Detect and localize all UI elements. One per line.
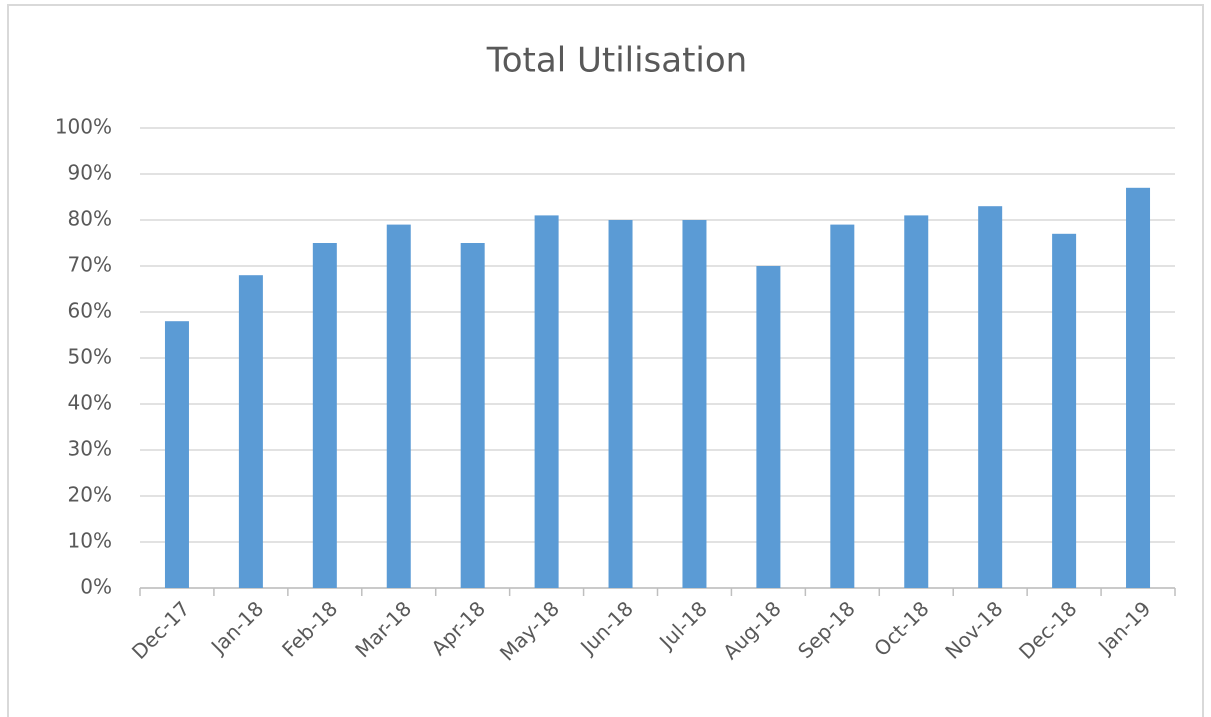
bar xyxy=(904,215,929,588)
y-tick-label: 0% xyxy=(80,575,112,599)
bar xyxy=(756,266,781,588)
bar xyxy=(682,220,707,588)
y-tick-label: 50% xyxy=(68,345,112,369)
y-tick-label: 10% xyxy=(68,529,112,553)
chart-title: Total Utilisation xyxy=(486,41,747,81)
bar xyxy=(312,243,337,588)
y-tick-label: 40% xyxy=(68,391,112,415)
y-tick-label: 20% xyxy=(68,483,112,507)
bar xyxy=(830,224,855,588)
y-tick-label: 70% xyxy=(68,253,112,277)
bar xyxy=(608,220,633,588)
bar xyxy=(460,243,485,588)
bar xyxy=(1052,233,1077,589)
bar xyxy=(386,224,411,588)
bar xyxy=(238,275,263,588)
y-tick-label: 30% xyxy=(68,437,112,461)
y-tick-label: 60% xyxy=(68,299,112,323)
chart-frame xyxy=(7,4,1204,717)
bar xyxy=(534,215,559,588)
y-tick-label: 80% xyxy=(68,207,112,231)
y-tick-label: 90% xyxy=(68,161,112,185)
bar xyxy=(978,206,1003,588)
bar xyxy=(164,321,189,588)
bar xyxy=(1126,187,1151,589)
y-tick-label: 100% xyxy=(55,115,112,139)
